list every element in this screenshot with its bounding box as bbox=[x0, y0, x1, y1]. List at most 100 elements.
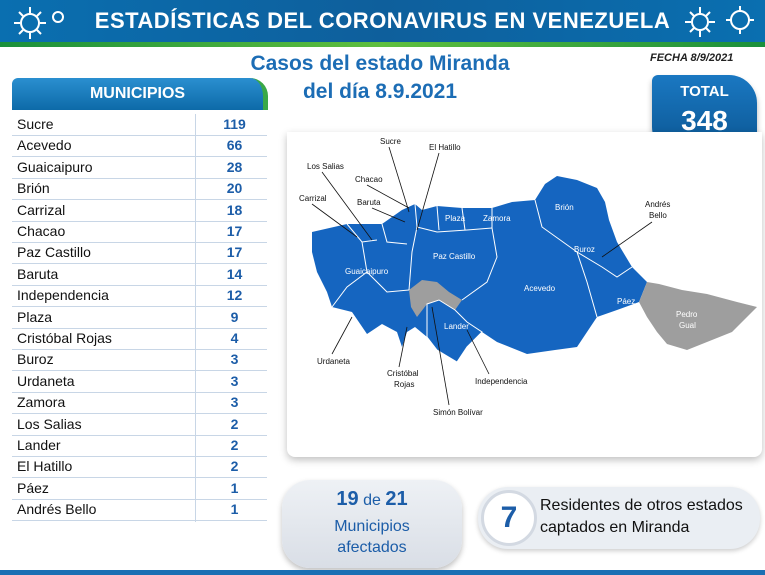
municipio-cases: 20 bbox=[226, 180, 243, 197]
map-label-carrizal: Carrizal bbox=[299, 194, 327, 203]
municipio-cases: 14 bbox=[226, 265, 243, 282]
municipio-cases: 2 bbox=[230, 415, 239, 432]
municipio-cases: 1 bbox=[230, 479, 239, 496]
table-row: Acevedo 66 bbox=[12, 135, 267, 158]
affected-count: 19 de 21 bbox=[282, 488, 462, 511]
map-label-acevedo: Acevedo bbox=[524, 284, 556, 293]
affected-line-2: afectados bbox=[337, 539, 407, 556]
municipio-cases: 1 bbox=[230, 501, 239, 518]
municipio-name: Zamora bbox=[17, 394, 66, 411]
map-label-cristobal-rojas-1: Cristóbal bbox=[387, 369, 419, 378]
map-label-chacao: Chacao bbox=[355, 175, 383, 184]
affected-count-total: 21 bbox=[385, 488, 408, 510]
map-label-zamora: Zamora bbox=[483, 214, 511, 223]
municipio-name: Guaicaipuro bbox=[17, 158, 93, 175]
map-label-simon-bolivar: Simón Bolívar bbox=[433, 408, 483, 417]
subtitle-line-2: del día 8.9.2021 bbox=[302, 80, 458, 103]
map-leader-lines bbox=[311, 146, 653, 406]
residents-card: 7 Residentes de otros estados captados e… bbox=[478, 487, 760, 549]
map-label-paz-castillo: Paz Castillo bbox=[433, 252, 476, 261]
table-row: El Hatillo 2 bbox=[12, 456, 267, 479]
municipio-cases: 18 bbox=[226, 201, 243, 218]
table-row: Carrizal 18 bbox=[12, 200, 267, 222]
header-banner bbox=[0, 0, 765, 42]
map-label-plaza: Plaza bbox=[445, 214, 466, 223]
map-label-pedro-gual-1: Pedro bbox=[676, 310, 698, 319]
map-label-lander: Lander bbox=[444, 322, 469, 331]
table-row: Andrés Bello 1 bbox=[12, 499, 267, 522]
map-label-independencia: Independencia bbox=[475, 377, 528, 386]
municipio-name: Páez bbox=[17, 479, 49, 496]
table-row: Paz Castillo 17 bbox=[12, 242, 267, 265]
map-label-urdaneta: Urdaneta bbox=[317, 357, 350, 366]
municipio-cases: 66 bbox=[226, 137, 243, 154]
municipio-cases: 17 bbox=[226, 223, 243, 239]
residents-line-1: Residentes de otros estados bbox=[540, 497, 743, 514]
map-label-el-hatillo: El Hatillo bbox=[429, 143, 461, 152]
table-row: Los Salias 2 bbox=[12, 414, 267, 436]
municipio-name: Lander bbox=[17, 437, 61, 453]
map-label-pedro-gual-2: Gual bbox=[679, 321, 696, 330]
municipio-name: Paz Castillo bbox=[17, 244, 91, 261]
residents-line-2: captados en Miranda bbox=[540, 519, 690, 536]
municipio-cases: 17 bbox=[226, 244, 243, 261]
table-row: Baruta 14 bbox=[12, 264, 267, 286]
subtitle-line-1: Casos del estado Miranda bbox=[250, 52, 510, 75]
municipio-name: Plaza bbox=[17, 308, 53, 325]
table-row: Páez 1 bbox=[12, 478, 267, 500]
map-label-andres-bello-1: Andrés bbox=[645, 200, 671, 209]
municipio-name: Acevedo bbox=[17, 137, 72, 154]
municipio-name: Urdaneta bbox=[17, 372, 75, 389]
residents-count: 7 bbox=[481, 490, 537, 546]
table-row: Guaicaipuro 28 bbox=[12, 157, 267, 179]
page-title: ESTADÍSTICAS DEL CORONAVIRUS EN VENEZUEL… bbox=[94, 8, 671, 33]
municipios-header: MUNICIPIOS bbox=[12, 78, 268, 110]
total-value: 348 bbox=[681, 105, 728, 136]
municipio-cases: 12 bbox=[226, 287, 243, 304]
virus-icon-right bbox=[685, 6, 754, 37]
municipio-name: Andrés Bello bbox=[17, 501, 97, 518]
table-divider bbox=[195, 114, 196, 522]
municipio-cases: 9 bbox=[230, 308, 239, 325]
municipio-name: El Hatillo bbox=[17, 458, 73, 475]
map-label-brion: Brión bbox=[555, 203, 574, 212]
virus-icon-left bbox=[14, 7, 64, 39]
municipio-name: Chacao bbox=[17, 223, 66, 239]
map-region-affected bbox=[312, 176, 647, 362]
table-row: Urdaneta 3 bbox=[12, 371, 267, 393]
municipio-cases: 3 bbox=[230, 394, 239, 411]
map-region-pedro-gual bbox=[639, 282, 757, 350]
affected-count-de: de bbox=[363, 492, 381, 509]
table-row: Independencia 12 bbox=[12, 285, 267, 308]
municipio-name: Sucre bbox=[17, 116, 54, 132]
municipio-name: Carrizal bbox=[17, 201, 66, 218]
municipio-cases: 4 bbox=[230, 330, 239, 346]
total-label: TOTAL bbox=[680, 83, 729, 100]
table-row: Buroz 3 bbox=[12, 349, 267, 372]
map-region-simon-bolivar bbox=[409, 280, 462, 317]
table-row: Brión 20 bbox=[12, 178, 267, 201]
map-label-baruta: Baruta bbox=[357, 198, 381, 207]
map-label-andres-bello-2: Bello bbox=[649, 211, 667, 220]
miranda-map-svg bbox=[312, 176, 757, 363]
table-row: Chacao 17 bbox=[12, 221, 267, 243]
municipio-name: Los Salias bbox=[17, 415, 82, 432]
footer-line bbox=[0, 570, 765, 575]
municipio-cases: 2 bbox=[230, 437, 239, 453]
map-label-buroz: Buroz bbox=[574, 245, 595, 254]
table-row: Cristóbal Rojas 4 bbox=[12, 328, 267, 350]
municipio-cases: 28 bbox=[226, 158, 243, 175]
municipio-cases: 119 bbox=[223, 116, 246, 132]
municipio-name: Baruta bbox=[17, 265, 59, 282]
map-borders bbox=[331, 199, 633, 318]
municipio-cases: 3 bbox=[230, 372, 239, 389]
municipio-name: Cristóbal Rojas bbox=[17, 330, 112, 346]
residents-text: Residentes de otros estados captados en … bbox=[540, 495, 755, 539]
table-row: Lander 2 bbox=[12, 435, 267, 457]
map-region-lander-outline bbox=[426, 299, 483, 363]
date-label: FECHA 8/9/2021 bbox=[650, 52, 734, 64]
table-row: Zamora 3 bbox=[12, 392, 267, 415]
map-label-cristobal-rojas-2: Rojas bbox=[394, 380, 415, 389]
municipio-cases: 3 bbox=[230, 351, 239, 368]
table-row: Sucre 119 bbox=[12, 114, 267, 136]
